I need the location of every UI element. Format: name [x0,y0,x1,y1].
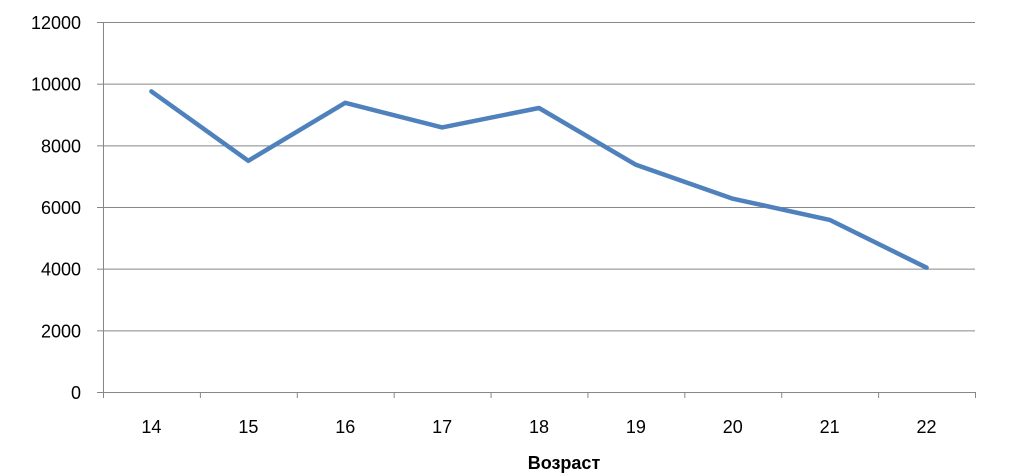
x-tick-label-21: 21 [820,417,840,437]
y-tick-label-8000: 8000 [41,136,81,156]
x-tick-label-19: 19 [626,417,646,437]
y-tick-label-2000: 2000 [41,321,81,341]
x-tick-label-22: 22 [917,417,937,437]
axes [97,22,976,398]
x-tick-label-20: 20 [723,417,743,437]
grid-lines [103,22,975,332]
y-tick-label-10000: 10000 [31,75,81,95]
series [149,89,929,270]
y-tick-label-12000: 12000 [31,13,81,33]
y-tick-label-0: 0 [71,383,81,403]
x-tick-label-18: 18 [529,417,549,437]
x-tick-label-14: 14 [141,417,161,437]
x-tick-label-15: 15 [238,417,258,437]
series-line-0 [149,89,929,270]
x-tick-label-16: 16 [335,417,355,437]
x-tick-labels: 14 15 16 17 18 19 20 21 22 [141,417,936,437]
x-tick-label-17: 17 [432,417,452,437]
y-tick-label-6000: 6000 [41,198,81,218]
y-tick-labels: 0 2000 4000 6000 8000 10000 12000 [31,13,81,403]
y-tick-label-4000: 4000 [41,260,81,280]
x-axis-title: Возраст [528,453,601,473]
